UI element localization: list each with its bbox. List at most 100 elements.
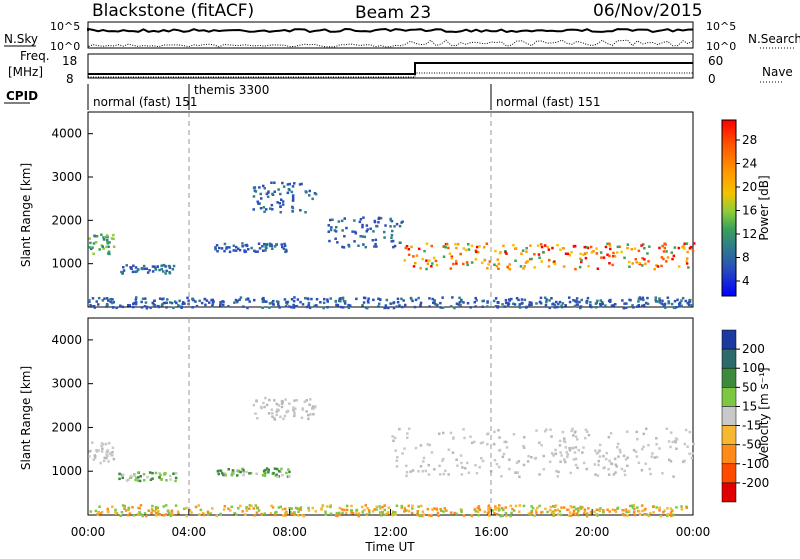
velocity-cell bbox=[626, 430, 629, 433]
power-cell bbox=[392, 306, 396, 310]
power-cell bbox=[685, 242, 688, 245]
power-cell bbox=[341, 296, 345, 300]
velocity-cell bbox=[242, 471, 245, 474]
power-cell bbox=[481, 305, 484, 308]
velocity-cell bbox=[538, 504, 541, 508]
power-cell bbox=[642, 243, 645, 246]
velocity-cell bbox=[493, 430, 496, 433]
power-cell bbox=[678, 302, 681, 306]
velocity-cell bbox=[209, 512, 212, 515]
velocity-cell bbox=[357, 514, 360, 518]
power-cell bbox=[665, 260, 668, 263]
power-cell bbox=[186, 296, 189, 300]
power-cell bbox=[270, 301, 274, 304]
velocity-cell bbox=[674, 440, 677, 444]
power-cell bbox=[398, 304, 401, 307]
power-cell bbox=[677, 246, 681, 250]
velocity-cell bbox=[283, 414, 287, 418]
power-cell bbox=[396, 297, 400, 301]
power-cell bbox=[433, 302, 436, 305]
power-cell bbox=[261, 300, 265, 304]
power-cell bbox=[543, 296, 547, 299]
power-cell bbox=[304, 211, 307, 214]
power-cell bbox=[353, 240, 356, 243]
velocity-cell bbox=[133, 474, 136, 477]
velocity-cell bbox=[452, 436, 455, 439]
velocity-cell bbox=[280, 402, 284, 405]
power-cell bbox=[506, 304, 510, 307]
power-cell bbox=[135, 270, 139, 273]
power-cell bbox=[292, 299, 296, 303]
power-cell bbox=[624, 306, 628, 309]
power-cell bbox=[347, 303, 350, 307]
power-cell bbox=[168, 270, 171, 274]
power-cell bbox=[366, 299, 370, 303]
power-cell bbox=[391, 239, 395, 243]
velocity-cbar-block bbox=[721, 425, 737, 445]
power-cell bbox=[555, 300, 558, 304]
velocity-cell bbox=[392, 439, 395, 443]
velocity-cell bbox=[134, 478, 137, 482]
power-cell bbox=[599, 302, 602, 306]
velocity-cell bbox=[460, 509, 463, 512]
power-cell bbox=[638, 296, 642, 299]
velocity-cell bbox=[411, 469, 415, 472]
power-cell bbox=[552, 302, 555, 305]
velocity-cell bbox=[504, 440, 508, 444]
power-cell bbox=[608, 262, 611, 265]
velocity-cell bbox=[146, 475, 149, 479]
power-cell bbox=[542, 250, 545, 254]
power-cell bbox=[130, 267, 133, 270]
velocity-cell bbox=[108, 452, 112, 455]
power-cell bbox=[200, 301, 204, 305]
velocity-cell bbox=[607, 435, 611, 439]
velocity-cell bbox=[222, 508, 226, 511]
power-cell bbox=[568, 300, 572, 304]
velocity-cell bbox=[309, 398, 312, 401]
velocity-cell bbox=[497, 465, 501, 469]
velocity-cell bbox=[566, 508, 569, 511]
power-cell bbox=[662, 250, 666, 253]
power-cell bbox=[379, 217, 383, 220]
velocity-cell bbox=[554, 509, 557, 512]
velocity-cell bbox=[100, 450, 104, 453]
velocity-cell bbox=[224, 474, 227, 477]
power-cell bbox=[687, 303, 691, 307]
velocity-cell bbox=[338, 506, 342, 510]
velocity-cell bbox=[302, 514, 306, 518]
power-cell bbox=[228, 246, 231, 249]
velocity-cell bbox=[392, 510, 395, 514]
power-cell bbox=[585, 245, 588, 249]
velocity-cell bbox=[508, 467, 511, 471]
x-tick-label: 16:00 bbox=[474, 525, 509, 539]
velocity-cell bbox=[552, 512, 556, 515]
velocity-cell bbox=[650, 455, 653, 458]
power-cell bbox=[425, 242, 429, 245]
power-cell bbox=[256, 200, 259, 203]
power-cell bbox=[462, 301, 465, 304]
velocity-cell bbox=[424, 469, 427, 473]
power-cell bbox=[257, 242, 261, 245]
power-cell bbox=[361, 235, 364, 238]
velocity-cell bbox=[669, 460, 673, 463]
power-cell bbox=[392, 245, 395, 249]
velocity-cell bbox=[574, 512, 577, 516]
velocity-cell bbox=[433, 468, 436, 471]
power-cell bbox=[348, 304, 352, 307]
velocity-cell bbox=[338, 513, 342, 516]
nsky-tick-top: 10^5 bbox=[50, 20, 80, 33]
velocity-cell bbox=[219, 469, 223, 473]
velocity-cell bbox=[680, 508, 684, 511]
velocity-cell bbox=[233, 512, 236, 515]
velocity-cell bbox=[538, 441, 541, 445]
velocity-cell bbox=[106, 507, 109, 511]
velocity-cell bbox=[605, 451, 608, 455]
velocity-cell bbox=[572, 458, 576, 461]
power-cell bbox=[280, 198, 283, 201]
power-cell bbox=[466, 302, 470, 305]
power-cell bbox=[361, 304, 364, 307]
velocity-cell bbox=[453, 511, 456, 515]
power-cell bbox=[576, 303, 579, 306]
velocity-cell bbox=[157, 509, 160, 513]
